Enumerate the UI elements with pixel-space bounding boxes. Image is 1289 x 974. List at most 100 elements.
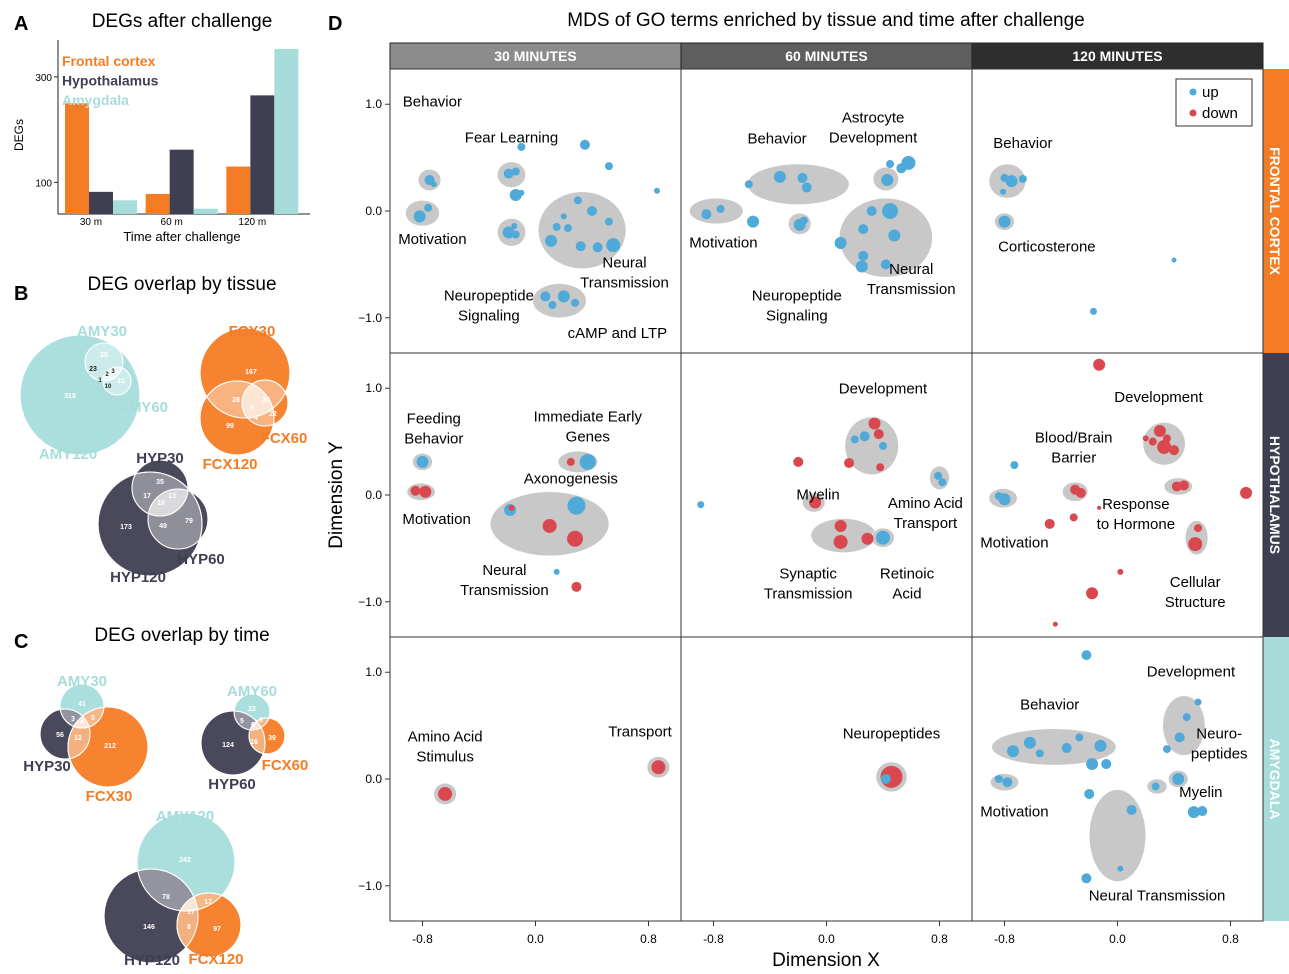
go-cluster-blob <box>1162 695 1206 756</box>
go-term-label-line: Neural Transmission <box>1089 888 1226 905</box>
go-term-label: Fear Learning <box>465 130 558 147</box>
go-term-label: Corticosterone <box>998 239 1096 256</box>
point-down <box>571 581 582 592</box>
go-term-label-line: Corticosterone <box>998 239 1096 256</box>
go-term-label: Neural Transmission <box>1089 888 1226 905</box>
x-tick-label: 0.0 <box>1109 932 1126 946</box>
go-term-label-line: Neural <box>602 255 646 272</box>
venn-set-label: FCX120 <box>202 456 257 473</box>
go-term-label-line: Immediate Early <box>534 408 643 425</box>
panel-a-title: DEGs after challenge <box>92 11 273 32</box>
venn-outline <box>147 488 209 550</box>
point-up <box>858 250 869 261</box>
venn-count: 3 <box>71 716 75 723</box>
point-up <box>503 168 514 179</box>
y-tick-label: −1.0 <box>358 311 382 325</box>
point-up <box>575 241 586 252</box>
venn-count: 4 <box>80 719 84 726</box>
x-tick-label: 120 m <box>238 217 266 228</box>
venn-count: 39 <box>268 735 276 742</box>
panel-b-title: DEG overlap by tissue <box>87 274 276 295</box>
go-cluster-blob <box>538 191 627 269</box>
point-down <box>1075 487 1086 498</box>
go-term-label: Motivation <box>689 234 757 251</box>
point-up <box>1084 788 1095 799</box>
venn-count: 318 <box>64 393 76 400</box>
go-term-label: Cellular Structure <box>1165 574 1226 611</box>
venn-set-label: HYP60 <box>208 776 256 793</box>
venn-count: 242 <box>179 857 191 864</box>
point-down <box>868 417 881 430</box>
point-up <box>604 217 613 226</box>
panel-letter-b: B <box>14 283 28 305</box>
panel-d-title: MDS of GO terms enriched by tissue and t… <box>567 10 1084 31</box>
venn-outline <box>97 471 203 577</box>
venn-overlap <box>242 381 274 426</box>
x-axis-title: Dimension X <box>772 950 880 969</box>
venn-count: 6 <box>251 722 255 729</box>
venn-outline <box>248 717 286 755</box>
y-tick-label: 0.0 <box>365 488 382 502</box>
go-term-label: Myelin <box>1179 784 1222 801</box>
go-term-label: Neuropeptide Signaling <box>444 288 534 325</box>
go-term-label: Behavior <box>403 93 462 110</box>
point-up <box>1075 733 1084 742</box>
go-term-label: Response to Hormone <box>1097 496 1175 533</box>
go-term-label-line: Fear Learning <box>465 130 558 147</box>
x-tick-label: 60 m <box>161 217 183 228</box>
facet-r1-c0: Feeding Behavior Immediate Early Genes Axono… <box>402 408 642 599</box>
go-term-label-line: Signaling <box>458 308 520 325</box>
point-up <box>517 142 526 151</box>
go-term-label-line: Behavior <box>747 131 806 148</box>
venn-diagram: 22 124 39 563 16 AMY60 HYP60 FCX60 <box>200 683 309 793</box>
legend-entry: Frontal cortex <box>62 53 156 69</box>
column-strip-label: 120 MINUTES <box>1072 48 1162 64</box>
point-up <box>994 492 1003 501</box>
venn-set-label: FCX60 <box>262 757 309 774</box>
point-up <box>1005 175 1018 188</box>
venn-set-label: HYP60 <box>177 551 225 568</box>
venn-outline <box>233 693 271 731</box>
facet-r0-c2: Behavior Corticosterone <box>988 135 1177 315</box>
venn-count: 99 <box>226 423 234 430</box>
point-up <box>1171 257 1177 263</box>
point-down <box>834 519 847 532</box>
venn-set-label: FCX120 <box>188 951 243 968</box>
point-down <box>876 463 885 472</box>
point-up <box>1094 739 1107 752</box>
venn-set-label: AMY120 <box>156 808 214 825</box>
go-term-label-line: Neuropeptide <box>752 288 842 305</box>
point-up <box>552 223 561 232</box>
point-up <box>587 206 598 216</box>
point-up <box>502 226 515 239</box>
point-up <box>511 222 518 229</box>
go-term-label: Motivation <box>398 231 466 248</box>
venn-overlap <box>103 367 131 395</box>
point-up <box>548 300 557 309</box>
point-up <box>1194 698 1202 706</box>
point-down <box>844 457 855 468</box>
x-axis-title: Time after challenge <box>123 229 240 244</box>
facet-r2-c0: Amino Acid Stimulus Transport <box>408 723 673 805</box>
point-up <box>994 775 1003 783</box>
venn-count: 17 <box>187 909 195 916</box>
mds-scatter-grid: 30 MINUTES 60 MINUTES 120 MINUTES FRONTAL C… <box>326 42 1289 971</box>
x-tick-label: 0.0 <box>527 932 544 946</box>
point-up <box>1089 307 1097 315</box>
point-down <box>1044 518 1055 529</box>
venn-count: 167 <box>245 369 257 376</box>
go-term-label: Astrocyte Development <box>829 109 918 146</box>
go-term-label-line: Myelin <box>1179 784 1222 801</box>
go-term-label: Development <box>1114 389 1203 406</box>
venn-diagram: 242 146 97 78 17 17 8 AMY120 HYP120 FCX120 <box>103 808 244 969</box>
y-axis-title: DEGs <box>12 119 26 151</box>
venn-set-label: FCX30 <box>86 788 133 805</box>
go-cluster-blob <box>991 728 1117 766</box>
point-down <box>542 518 557 533</box>
go-term-label-line: cAMP and LTP <box>568 325 668 342</box>
go-term-label-line: Motivation <box>980 803 1048 820</box>
point-up <box>859 431 870 442</box>
y-axis-title: Dimension Y <box>326 441 347 549</box>
